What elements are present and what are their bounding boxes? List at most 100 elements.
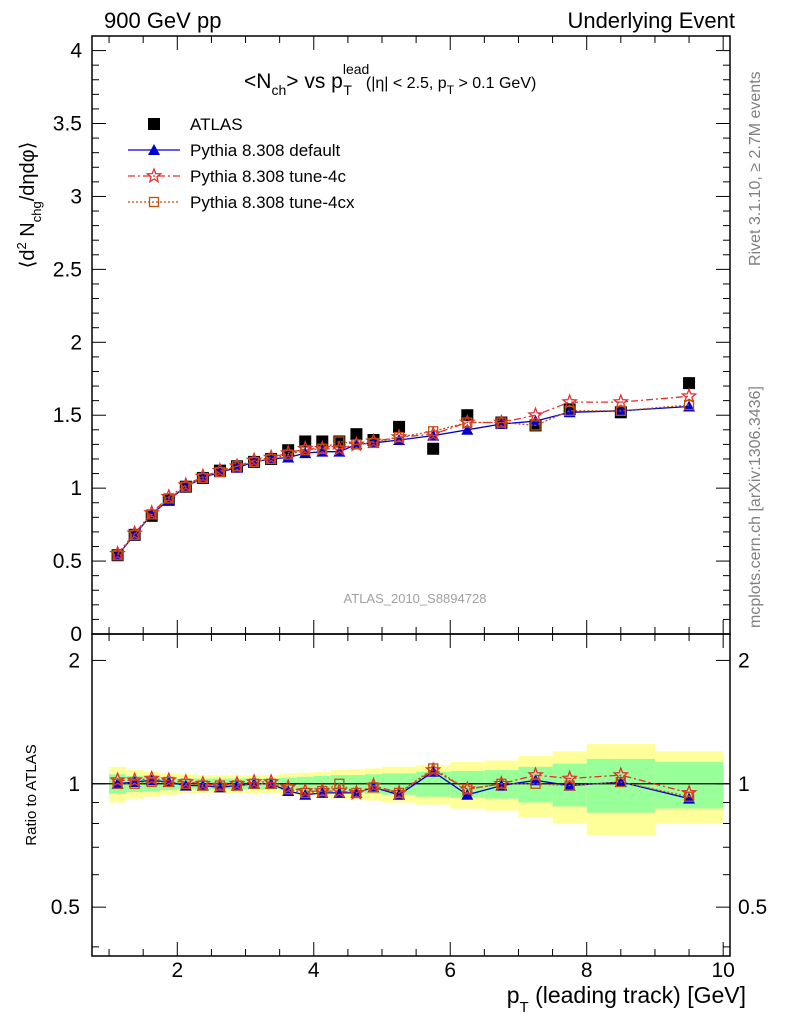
ratio-line <box>117 767 690 798</box>
data-point <box>368 437 379 449</box>
legend-entry: Pythia 8.308 tune-4cx <box>128 193 355 212</box>
data-point <box>530 420 541 431</box>
ratio-point <box>283 784 294 795</box>
legend-label: Pythia 8.308 tune-4cx <box>190 193 355 212</box>
header-left: 900 GeV pp <box>104 8 221 33</box>
legend-label: Pythia 8.308 default <box>190 141 341 160</box>
ratio-point <box>564 780 575 791</box>
ratio-point <box>129 778 140 789</box>
ratio-point <box>333 786 346 798</box>
y-tick-label: 2 <box>70 331 82 354</box>
ratio-y-tick-label-right: 0.5 <box>738 896 767 919</box>
y-tick-label: 1 <box>70 477 82 500</box>
legend-marker <box>148 144 160 155</box>
ratio-point <box>317 785 328 797</box>
data-point <box>462 417 473 428</box>
legend-marker <box>145 167 163 184</box>
ratio-y-axis-label: Ratio to ATLAS <box>23 744 40 845</box>
data-point <box>615 405 626 416</box>
data-point <box>146 509 157 520</box>
ratio-point <box>368 782 379 793</box>
data-point <box>265 453 277 465</box>
ratio-point <box>214 780 226 791</box>
plot-title: <Nch> vs plead T (|η| < 2.5, pT > 0.1 GeV) <box>244 61 536 98</box>
ratio-y-tick-label: 2 <box>68 649 80 672</box>
ratio-point <box>112 778 123 789</box>
ratio-y-tick-label: 1 <box>68 773 80 796</box>
data-point <box>680 387 698 404</box>
legend-marker <box>148 196 160 208</box>
x-tick-label: 2 <box>171 959 183 982</box>
legend-marker <box>148 118 160 130</box>
ratio-point <box>462 784 473 795</box>
data-point <box>248 456 260 468</box>
y-tick-label: 2.5 <box>53 258 82 281</box>
y-tick-label: 4 <box>70 40 82 63</box>
ratio-point <box>428 763 439 774</box>
data-point <box>214 466 226 478</box>
series-4 <box>112 399 695 561</box>
data-point <box>683 400 696 412</box>
main-panel-series <box>109 377 698 562</box>
ratio-point <box>334 778 345 789</box>
ratio-point <box>527 766 544 783</box>
ratio-point <box>231 779 243 791</box>
y-axis-label: ⟨d2 Nchg/dηdφ⟩ <box>14 142 44 269</box>
ratio-point <box>146 776 157 788</box>
data-point <box>527 406 544 423</box>
x-axis-label: pT (leading track) [GeV] <box>507 982 746 1016</box>
y-tick-label: 0 <box>70 623 82 646</box>
ratio-point <box>393 787 405 799</box>
data-point <box>299 447 312 459</box>
y-tick-label: 3 <box>70 185 82 208</box>
data-point <box>282 451 295 463</box>
data-point <box>612 393 630 410</box>
data-point <box>334 436 345 447</box>
ratio-point <box>128 776 141 788</box>
data-point <box>180 481 191 492</box>
data-point <box>561 393 579 410</box>
ratio-point <box>530 778 541 789</box>
data-point <box>428 426 439 437</box>
header-right: Underlying Event <box>567 8 735 33</box>
ratio-y-tick-label-right: 1 <box>738 773 750 796</box>
ratio-point <box>496 778 507 789</box>
legend-entry: Pythia 8.308 tune-4c <box>128 167 346 186</box>
ratio-point <box>683 791 695 802</box>
data-point <box>427 442 440 455</box>
series-1 <box>111 377 696 562</box>
x-tick-label: 10 <box>711 959 734 982</box>
legend-label: Pythia 8.308 tune-4c <box>190 167 346 186</box>
ratio-point <box>615 776 626 788</box>
ratio-point <box>197 780 209 791</box>
data-point <box>461 423 474 435</box>
analysis-watermark: ATLAS_2010_S8894728 <box>344 591 487 606</box>
ratio-point <box>351 787 362 799</box>
data-point <box>112 550 123 561</box>
ratio-point <box>248 778 260 789</box>
data-point <box>563 406 576 418</box>
x-tick-label: 6 <box>444 959 456 982</box>
series-line <box>117 404 690 556</box>
data-point <box>129 529 140 540</box>
data-point <box>393 431 405 443</box>
x-tick-label: 4 <box>308 959 320 982</box>
ratio-panel-frame <box>91 633 731 957</box>
axes: 2 4 6 8 10 0 0.5 1 1.5 2 2.5 3 3.5 4 0.5 0.5 1 1 2 2 <box>51 35 767 982</box>
ratio-point <box>143 769 161 786</box>
data-point <box>393 420 406 433</box>
ratio-series-3 <box>112 763 695 802</box>
ratio-y-tick-label-right: 2 <box>738 649 750 672</box>
data-point <box>231 461 243 472</box>
data-point <box>283 449 294 460</box>
ratio-point <box>680 784 698 801</box>
main-panel-frame <box>91 35 731 635</box>
data-point <box>163 493 174 504</box>
data-point <box>683 399 695 411</box>
data-point <box>197 472 209 484</box>
data-point <box>564 405 575 416</box>
ratio-point <box>180 778 191 789</box>
y-tick-label: 0.5 <box>53 550 82 573</box>
ratio-point <box>163 776 174 788</box>
